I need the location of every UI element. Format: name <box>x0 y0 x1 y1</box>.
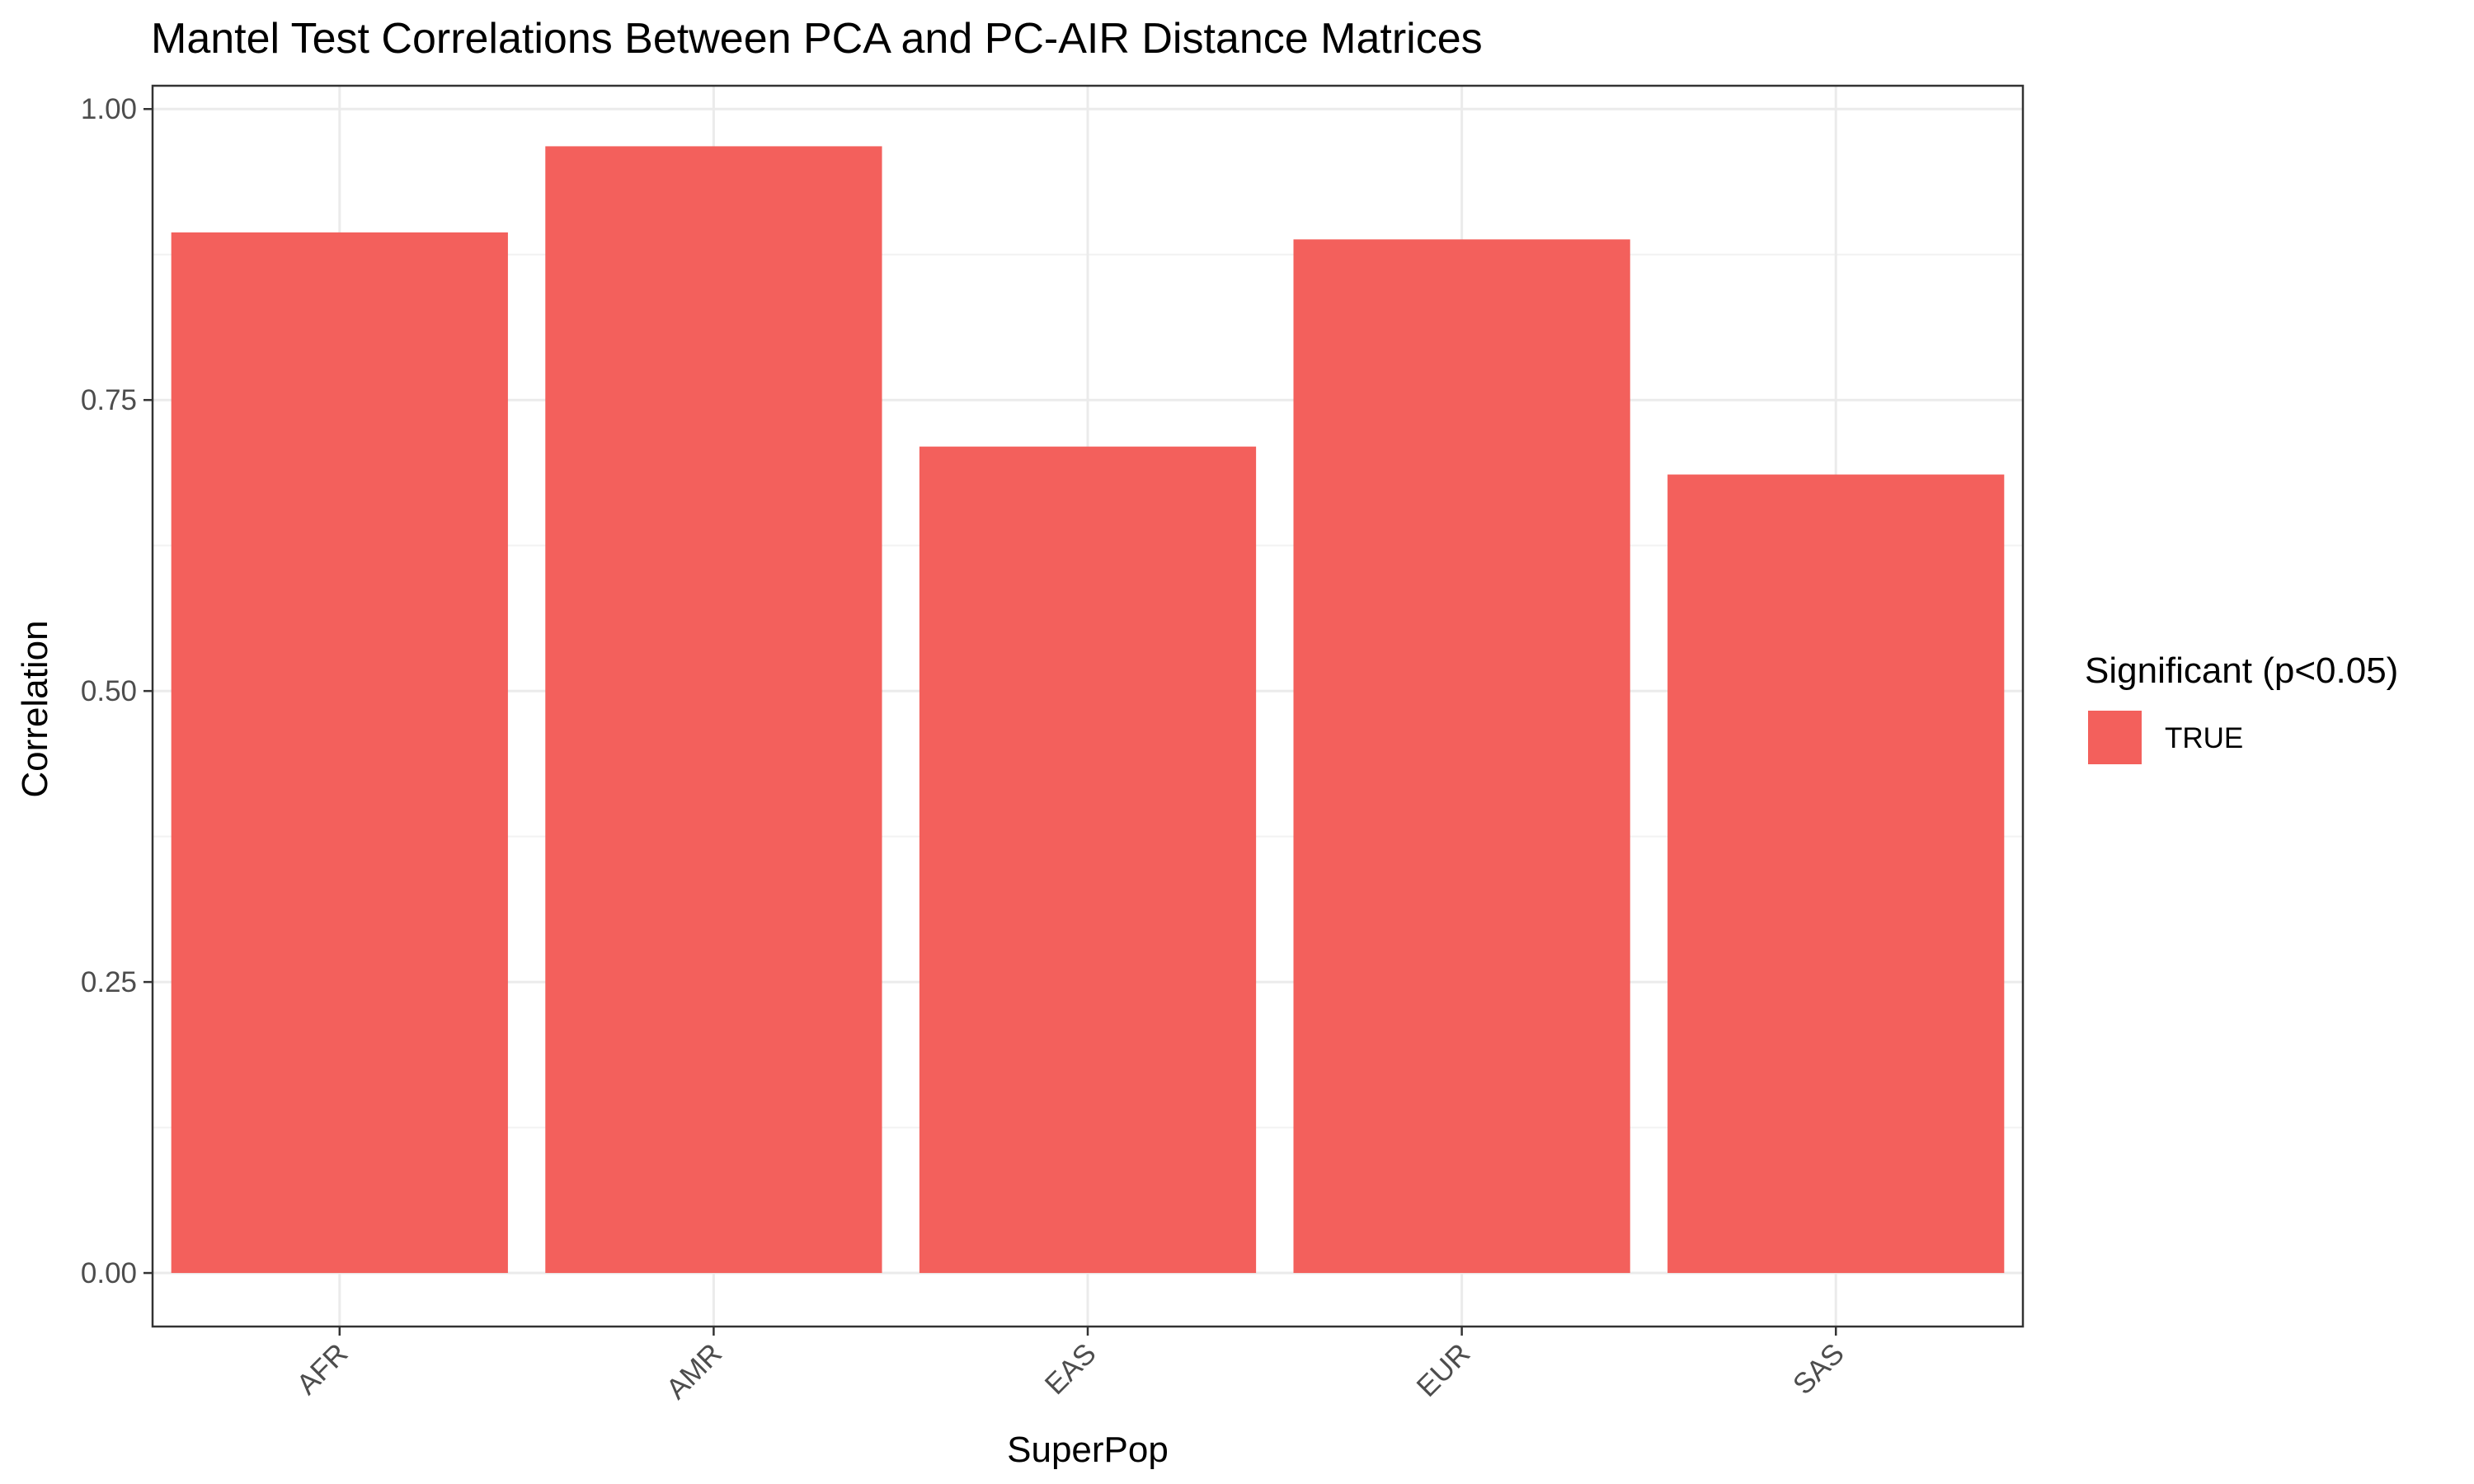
bar-eur <box>1293 239 1630 1274</box>
chart-title: Mantel Test Correlations Between PCA and… <box>151 15 1483 63</box>
x-tick-label-sas: SAS <box>1787 1337 1851 1401</box>
bar-afr <box>171 232 508 1274</box>
bars <box>171 146 2005 1274</box>
x-tick-label-eur: EUR <box>1410 1337 1476 1403</box>
legend-label-true: TRUE <box>2165 722 2243 754</box>
y-tick-label: 1.00 <box>81 93 137 125</box>
bar-amr <box>545 146 882 1274</box>
y-tick-label: 0.00 <box>81 1257 137 1289</box>
y-tick-label: 0.50 <box>81 675 137 707</box>
y-axis: 0.00 0.25 0.50 0.75 1.00 <box>81 93 153 1289</box>
y-tick-label: 0.75 <box>81 384 137 416</box>
x-tick-label-afr: AFR <box>290 1337 354 1401</box>
bar-sas <box>1667 474 2005 1274</box>
x-tick-label-eas: EAS <box>1039 1337 1103 1401</box>
x-tick-label-amr: AMR <box>660 1337 728 1406</box>
legend-key-true <box>2088 711 2142 764</box>
legend: Significant (p<0.05) TRUE <box>2085 650 2398 764</box>
y-tick-label: 0.25 <box>81 966 137 998</box>
y-axis-title: Correlation <box>15 620 55 797</box>
legend-title: Significant (p<0.05) <box>2085 650 2398 691</box>
x-axis-title: SuperPop <box>1007 1430 1169 1470</box>
bar-eas <box>919 446 1257 1274</box>
x-axis: AFR AMR EAS EUR SAS <box>290 1327 1851 1406</box>
